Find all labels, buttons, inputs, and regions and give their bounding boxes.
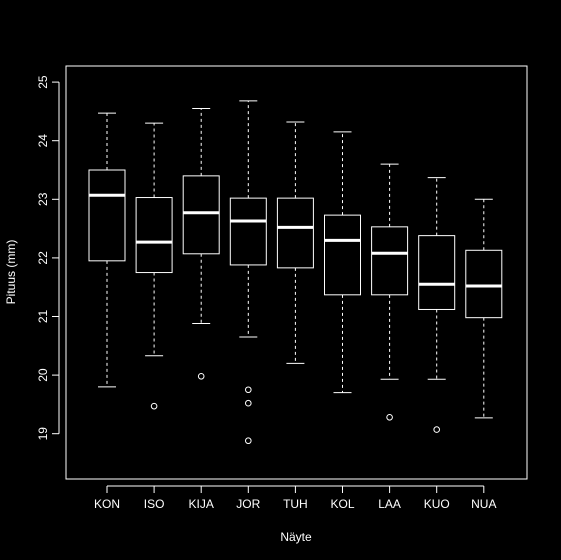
- x-tick-label: LAA: [378, 497, 401, 511]
- outlier-point: [245, 386, 252, 394]
- x-axis: KON ISO KIJA JOR TUH KOL LAA KUO NUA: [94, 485, 496, 511]
- iqr-box: [418, 235, 456, 310]
- outlier-point: [245, 437, 252, 445]
- outlier-point: [386, 413, 393, 421]
- outlier-point: [197, 372, 205, 380]
- iqr-box: [324, 214, 361, 296]
- x-tick-label: NUA: [471, 497, 496, 511]
- iqr-box: [465, 249, 503, 319]
- box-iso: [135, 122, 173, 410]
- y-tick-label: 21: [36, 310, 50, 324]
- box-nua: [465, 198, 503, 419]
- iqr-box: [135, 197, 173, 274]
- outlier-point: [150, 402, 158, 410]
- box-laa: [371, 163, 409, 421]
- y-tick-label: 19: [36, 427, 50, 441]
- x-tick-label: KIJA: [189, 497, 214, 511]
- plot-frame: [65, 65, 528, 480]
- box-kuo: [418, 177, 456, 433]
- x-tick-label: KUO: [424, 497, 450, 511]
- box-tuh: [276, 121, 314, 364]
- x-tick-label: KON: [94, 497, 120, 511]
- box-kol: [324, 131, 361, 394]
- y-axis-label: Pituus (mm): [4, 240, 18, 305]
- iqr-box: [88, 169, 126, 262]
- iqr-box: [276, 197, 314, 269]
- y-tick-label: 22: [36, 251, 50, 265]
- boxes-group: [88, 100, 503, 445]
- y-tick-label: 25: [36, 75, 50, 89]
- outlier-point: [245, 399, 252, 407]
- y-tick-label: 24: [36, 134, 50, 148]
- x-tick-label: TUH: [283, 497, 308, 511]
- iqr-box: [229, 197, 267, 266]
- outlier-point: [433, 426, 441, 433]
- iqr-box: [182, 175, 220, 255]
- x-tick-label: ISO: [144, 497, 165, 511]
- box-kija: [182, 107, 220, 380]
- y-axis: 19 20 21 22 23 24 25: [36, 75, 60, 441]
- y-tick-label: 23: [36, 192, 50, 206]
- y-tick-label: 20: [36, 368, 50, 382]
- x-tick-label: JOR: [236, 497, 260, 511]
- x-axis-label: Näyte: [280, 530, 312, 544]
- box-kon: [88, 112, 126, 388]
- x-tick-label: KOL: [330, 497, 354, 511]
- iqr-box: [371, 226, 409, 296]
- box-jor: [229, 100, 267, 445]
